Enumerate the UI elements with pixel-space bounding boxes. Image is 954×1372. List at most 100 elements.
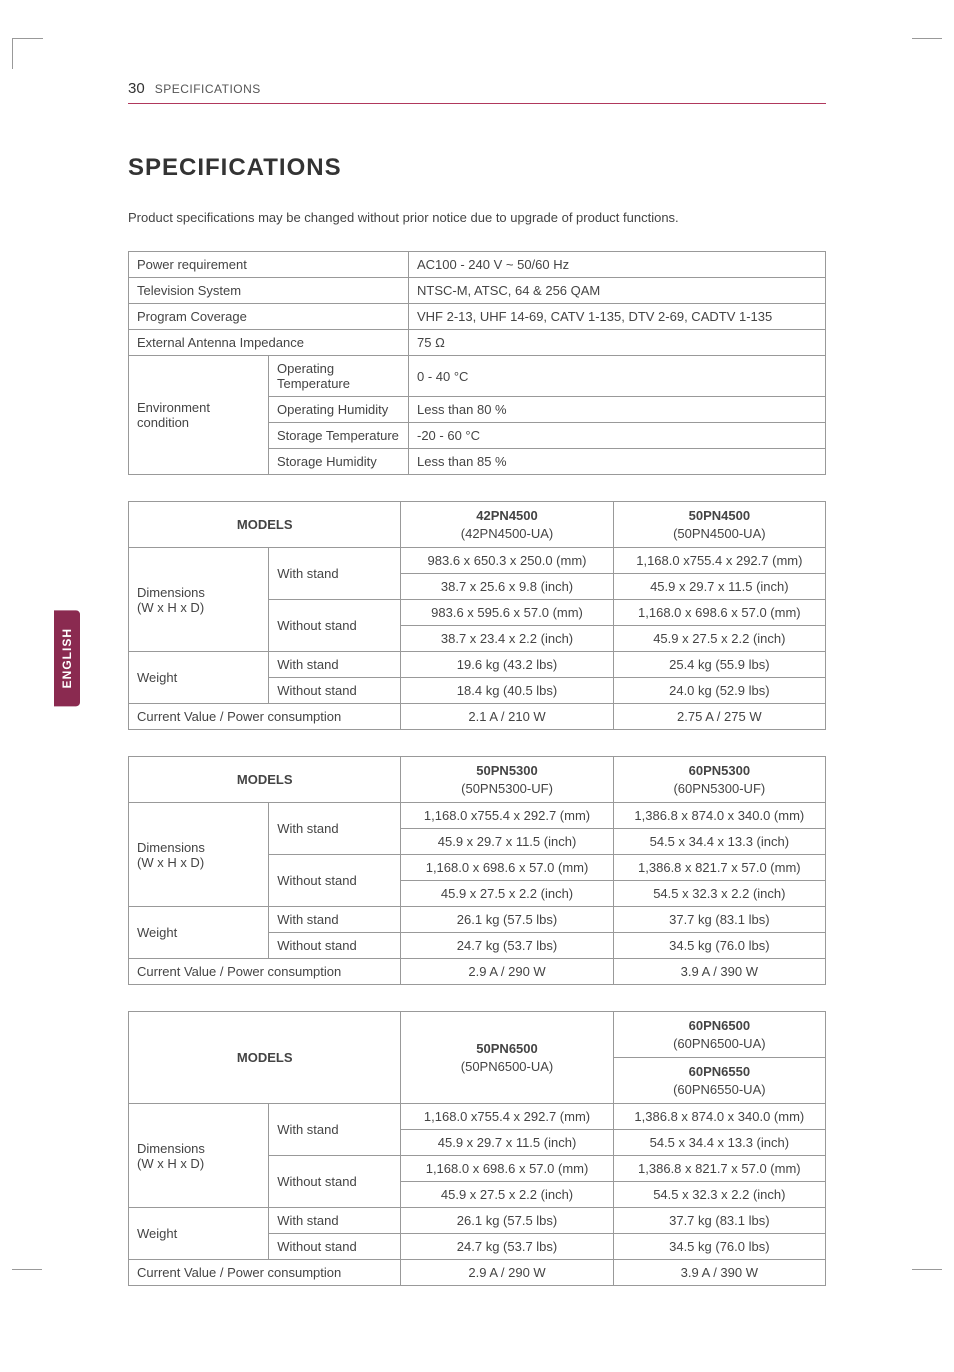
spec-value: 1,168.0 x 698.6 x 57.0 (mm) [401, 1156, 613, 1182]
spec-value: 1,386.8 x 874.0 x 340.0 (mm) [613, 1104, 825, 1130]
table-row: Weight With stand 26.1 kg (57.5 lbs) 37.… [129, 907, 826, 933]
spec-label: External Antenna Impedance [129, 330, 409, 356]
spec-value: 26.1 kg (57.5 lbs) [401, 907, 613, 933]
crop-mark-bl [12, 1239, 42, 1270]
model-col-header: 60PN5300(60PN5300-UF) [613, 757, 825, 803]
spec-value: NTSC-M, ATSC, 64 & 256 QAM [409, 278, 826, 304]
models-header: MODELS [129, 1012, 401, 1104]
spec-value: 2.75 A / 275 W [613, 704, 825, 730]
spec-value: 2.1 A / 210 W [401, 704, 613, 730]
spec-value: 19.6 kg (43.2 lbs) [401, 652, 613, 678]
power-label: Current Value / Power consumption [129, 1260, 401, 1286]
with-stand-label: With stand [269, 652, 401, 678]
spec-value: 37.7 kg (83.1 lbs) [613, 1208, 825, 1234]
spec-value: 38.7 x 23.4 x 2.2 (inch) [401, 626, 613, 652]
table-row: Power requirementAC100 - 240 V ~ 50/60 H… [129, 252, 826, 278]
models-header: MODELS [129, 757, 401, 803]
spec-value: 37.7 kg (83.1 lbs) [613, 907, 825, 933]
crop-mark-tl [12, 38, 43, 69]
spec-value: 25.4 kg (55.9 lbs) [613, 652, 825, 678]
spec-label: Television System [129, 278, 409, 304]
spec-value: 1,386.8 x 874.0 x 340.0 (mm) [613, 803, 825, 829]
header-section: SPECIFICATIONS [155, 82, 261, 96]
models-header: MODELS [129, 502, 401, 548]
spec-value: 54.5 x 34.4 x 13.3 (inch) [613, 1130, 825, 1156]
language-tab: ENGLISH [54, 610, 80, 706]
spec-value: 45.9 x 29.7 x 11.5 (inch) [401, 829, 613, 855]
intro-text: Product specifications may be changed wi… [128, 210, 826, 225]
table-row: External Antenna Impedance75 Ω [129, 330, 826, 356]
table-row: Current Value / Power consumption 2.9 A … [129, 1260, 826, 1286]
spec-value: 24.0 kg (52.9 lbs) [613, 678, 825, 704]
model-col-header: 60PN6550(60PN6550-UA) [613, 1058, 825, 1104]
spec-label: Program Coverage [129, 304, 409, 330]
spec-value: 2.9 A / 290 W [401, 1260, 613, 1286]
page-number: 30 [128, 80, 145, 97]
spec-value: 24.7 kg (53.7 lbs) [401, 933, 613, 959]
without-stand-label: Without stand [269, 855, 401, 907]
spec-label: Environment condition [129, 356, 269, 475]
model-table-3: MODELS 50PN6500(50PN6500-UA) 60PN6500(60… [128, 1011, 826, 1286]
crop-mark-br [912, 1239, 942, 1270]
spec-sublabel: Operating Humidity [269, 397, 409, 423]
spec-value: Less than 85 % [409, 449, 826, 475]
table-row: Environment condition Operating Temperat… [129, 356, 826, 397]
page-title: SPECIFICATIONS [128, 154, 826, 182]
spec-value: 26.1 kg (57.5 lbs) [401, 1208, 613, 1234]
without-stand-label: Without stand [269, 600, 401, 652]
spec-value: 18.4 kg (40.5 lbs) [401, 678, 613, 704]
spec-value: 0 - 40 °C [409, 356, 826, 397]
with-stand-label: With stand [269, 548, 401, 600]
model-col-header: 42PN4500(42PN4500-UA) [401, 502, 613, 548]
spec-value: AC100 - 240 V ~ 50/60 Hz [409, 252, 826, 278]
without-stand-label: Without stand [269, 678, 401, 704]
without-stand-label: Without stand [269, 1234, 401, 1260]
dimensions-label: Dimensions(W x H x D) [129, 803, 269, 907]
weight-label: Weight [129, 652, 269, 704]
dimensions-label: Dimensions(W x H x D) [129, 548, 269, 652]
weight-label: Weight [129, 1208, 269, 1260]
spec-value: 1,168.0 x 698.6 x 57.0 (mm) [401, 855, 613, 881]
spec-value: 3.9 A / 390 W [613, 959, 825, 985]
spec-label: Power requirement [129, 252, 409, 278]
crop-mark-tr [912, 38, 942, 69]
spec-value: 1,386.8 x 821.7 x 57.0 (mm) [613, 1156, 825, 1182]
general-spec-table: Power requirementAC100 - 240 V ~ 50/60 H… [128, 251, 826, 475]
page-header: 30 SPECIFICATIONS [128, 80, 826, 104]
model-table-2: MODELS 50PN5300(50PN5300-UF) 60PN5300(60… [128, 756, 826, 985]
spec-value: 54.5 x 34.4 x 13.3 (inch) [613, 829, 825, 855]
without-stand-label: Without stand [269, 1156, 401, 1208]
power-label: Current Value / Power consumption [129, 704, 401, 730]
model-col-header: 50PN4500(50PN4500-UA) [613, 502, 825, 548]
without-stand-label: Without stand [269, 933, 401, 959]
spec-sublabel: Storage Humidity [269, 449, 409, 475]
spec-value: 45.9 x 27.5 x 2.2 (inch) [401, 881, 613, 907]
table-row: Program CoverageVHF 2-13, UHF 14-69, CAT… [129, 304, 826, 330]
table-header-row: MODELS 42PN4500(42PN4500-UA) 50PN4500(50… [129, 502, 826, 548]
table-row: Dimensions(W x H x D) With stand 983.6 x… [129, 548, 826, 574]
spec-value: 1,168.0 x755.4 x 292.7 (mm) [613, 548, 825, 574]
model-col-header: 50PN5300(50PN5300-UF) [401, 757, 613, 803]
table-header-row: MODELS 50PN6500(50PN6500-UA) 60PN6500(60… [129, 1012, 826, 1058]
spec-value: 1,168.0 x755.4 x 292.7 (mm) [401, 1104, 613, 1130]
model-col-header: 50PN6500(50PN6500-UA) [401, 1012, 613, 1104]
dimensions-label: Dimensions(W x H x D) [129, 1104, 269, 1208]
spec-value: 983.6 x 650.3 x 250.0 (mm) [401, 548, 613, 574]
spec-value: 75 Ω [409, 330, 826, 356]
language-tab-label: ENGLISH [60, 628, 74, 688]
with-stand-label: With stand [269, 1104, 401, 1156]
spec-value: 24.7 kg (53.7 lbs) [401, 1234, 613, 1260]
spec-value: 3.9 A / 390 W [613, 1260, 825, 1286]
spec-value: Less than 80 % [409, 397, 826, 423]
spec-value: 45.9 x 29.7 x 11.5 (inch) [401, 1130, 613, 1156]
spec-value: 45.9 x 27.5 x 2.2 (inch) [613, 626, 825, 652]
table-row: Dimensions(W x H x D) With stand 1,168.0… [129, 1104, 826, 1130]
spec-value: 45.9 x 27.5 x 2.2 (inch) [401, 1182, 613, 1208]
table-row: Current Value / Power consumption 2.9 A … [129, 959, 826, 985]
table-row: Dimensions(W x H x D) With stand 1,168.0… [129, 803, 826, 829]
with-stand-label: With stand [269, 1208, 401, 1234]
spec-value: 1,168.0 x 698.6 x 57.0 (mm) [613, 600, 825, 626]
model-col-header: 60PN6500(60PN6500-UA) [613, 1012, 825, 1058]
table-row: Weight With stand 19.6 kg (43.2 lbs) 25.… [129, 652, 826, 678]
table-row: Current Value / Power consumption 2.1 A … [129, 704, 826, 730]
